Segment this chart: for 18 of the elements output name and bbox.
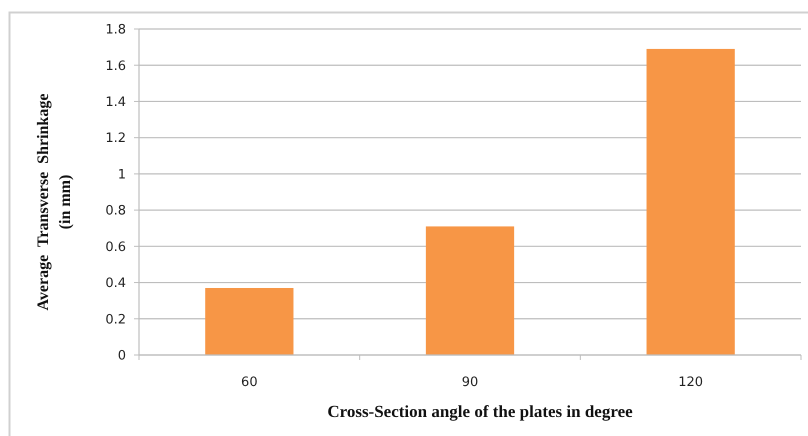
y-tick-label: 1.8 xyxy=(105,22,126,38)
y-tick-label: 1 xyxy=(118,167,126,182)
x-tick-label: 90 xyxy=(462,375,478,390)
y-tick-label: 0 xyxy=(118,348,126,364)
y-tick-label: 0.8 xyxy=(105,204,126,219)
y-tick-label: 1.4 xyxy=(105,94,126,110)
x-axis-title: Cross-Section angle of the plates in degree xyxy=(327,402,634,421)
y-axis-title: Average Transverse Shrinkage (in mm) xyxy=(35,94,74,310)
bar xyxy=(646,48,735,355)
y-tick-label: 0.6 xyxy=(105,240,126,255)
y-tick-label: 1.6 xyxy=(105,58,126,74)
y-tick-label: 1.2 xyxy=(105,131,126,146)
bar xyxy=(426,226,514,355)
y-tick-label: 0.4 xyxy=(105,276,126,292)
x-tick-label: 60 xyxy=(241,375,258,390)
x-tick-label: 120 xyxy=(678,375,704,390)
bar xyxy=(205,288,294,355)
y-tick-label: 0.2 xyxy=(105,312,126,328)
